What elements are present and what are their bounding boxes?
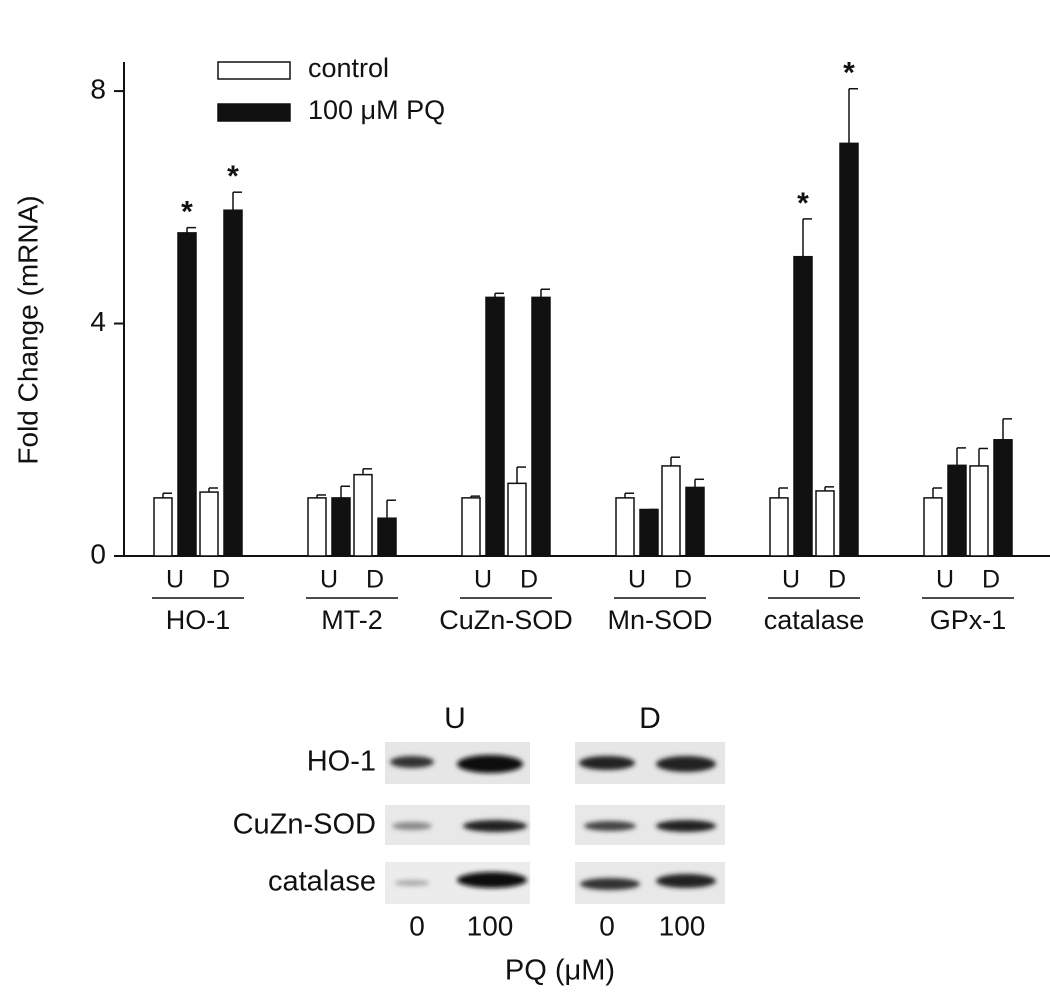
legend-swatch [217,103,291,122]
group-label: GPx-1 [930,605,1007,635]
x-tick-label: U [166,566,184,594]
x-tick-label: D [828,566,846,594]
legend-label: control [308,53,389,83]
blot-image [385,742,725,904]
blot-column-label: D [639,702,661,735]
x-tick-label: D [674,566,692,594]
bar [177,232,197,557]
bar [793,255,813,557]
group-label: HO-1 [166,605,231,635]
bar [815,490,835,557]
bar [615,497,635,557]
group-label: catalase [764,605,865,635]
bar [353,473,373,557]
blot-column-label: U [444,702,466,735]
blot-row-label: HO-1 [307,746,376,778]
blot-lane-label: 100 [467,910,514,941]
bar [153,497,173,557]
x-tick-label: U [320,566,338,594]
y-tick-label: 8 [90,73,106,104]
bar [661,465,681,557]
significance-marker: * [797,187,809,220]
bar [639,508,659,557]
bar [923,497,943,557]
legend-label: 100 μM PQ [308,95,445,125]
significance-marker: * [181,196,193,229]
x-tick-label: D [982,566,1000,594]
x-tick-label: D [366,566,384,594]
blot-row-label: CuZn-SOD [233,809,376,841]
bar [769,497,789,557]
blot-x-label: PQ (μM) [505,955,615,987]
y-axis-label: Fold Change (mRNA) [12,195,43,464]
bar [331,497,351,557]
bar [377,517,397,557]
bar [223,209,243,557]
bar [531,296,551,557]
x-tick-label: D [520,566,538,594]
blot-lane-label: 0 [409,910,425,941]
bar [839,142,859,557]
bar [307,497,327,557]
x-tick-label: U [474,566,492,594]
y-tick-label: 4 [90,306,106,337]
bar [685,486,705,557]
x-tick-label: U [782,566,800,594]
blot-row-label: catalase [268,866,376,898]
bar [993,439,1013,557]
group-label: MT-2 [321,605,383,635]
blot-lane-label: 0 [599,910,615,941]
bar [461,497,481,557]
group-label: Mn-SOD [607,605,712,635]
x-tick-label: D [212,566,230,594]
bar [485,296,505,557]
bar [969,465,989,557]
significance-marker: * [227,160,239,193]
bar [199,491,219,557]
bar [507,482,527,557]
y-tick-label: 0 [90,538,106,569]
legend-swatch [217,61,291,80]
x-tick-label: U [936,566,954,594]
x-tick-label: U [628,566,646,594]
bar [947,464,967,557]
significance-marker: * [843,57,855,90]
blot-lane-label: 100 [659,910,706,941]
group-label: CuZn-SOD [439,605,573,635]
